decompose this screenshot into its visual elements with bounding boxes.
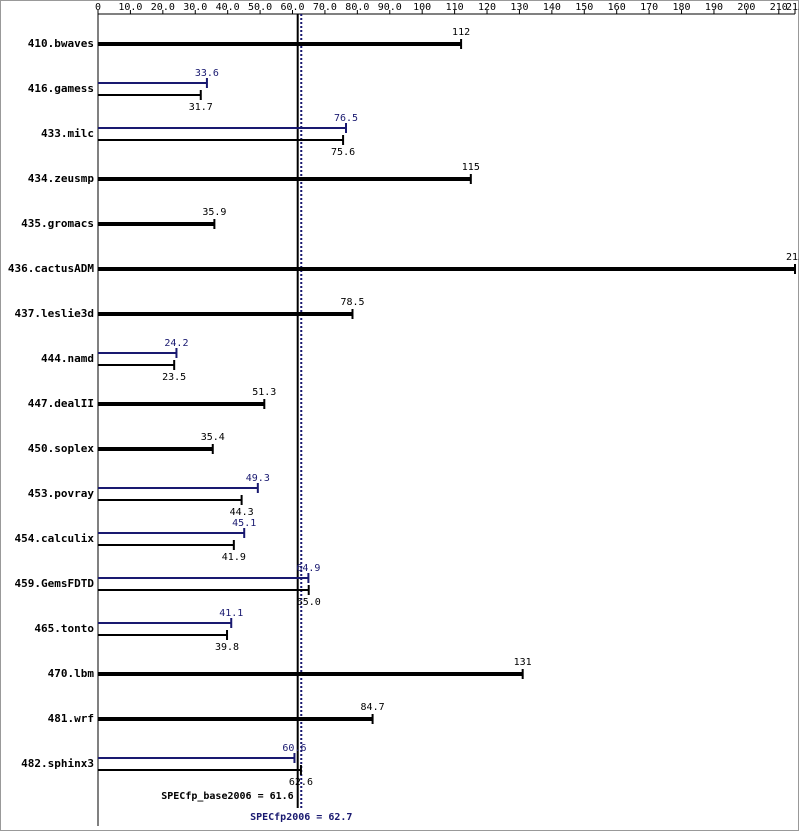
value-label: 44.3 bbox=[230, 507, 254, 518]
x-tick-label: 60.0 bbox=[280, 2, 304, 13]
category-label: 444.namd bbox=[41, 352, 94, 365]
value-label: 75.6 bbox=[331, 147, 355, 158]
x-tick-label: 90.0 bbox=[378, 2, 402, 13]
value-label: 39.8 bbox=[215, 642, 239, 653]
value-label: 64.9 bbox=[296, 563, 320, 574]
x-tick-label: 170 bbox=[640, 2, 658, 13]
category-label: 447.dealII bbox=[28, 397, 94, 410]
x-tick-label: 215 bbox=[786, 2, 799, 13]
x-tick-label: 130 bbox=[510, 2, 528, 13]
category-label: 435.gromacs bbox=[21, 217, 94, 230]
x-tick-label: 180 bbox=[673, 2, 691, 13]
category-label: 416.gamess bbox=[28, 82, 94, 95]
category-label: 434.zeusmp bbox=[28, 172, 95, 185]
value-label: 51.3 bbox=[252, 387, 276, 398]
x-tick-label: 70.0 bbox=[313, 2, 337, 13]
value-label: 24.2 bbox=[164, 338, 188, 349]
x-tick-label: 210 bbox=[770, 2, 788, 13]
x-tick-label: 200 bbox=[737, 2, 755, 13]
x-tick-label: 10.0 bbox=[118, 2, 142, 13]
category-label: 450.soplex bbox=[28, 442, 95, 455]
category-label: 436.cactusADM bbox=[8, 262, 94, 275]
value-label: 41.9 bbox=[222, 552, 246, 563]
reference-label: SPECfp_base2006 = 61.6 bbox=[161, 791, 293, 802]
category-label: 470.lbm bbox=[48, 667, 95, 680]
x-tick-label: 80.0 bbox=[345, 2, 369, 13]
value-label: 31.7 bbox=[189, 102, 213, 113]
x-tick-label: 40.0 bbox=[216, 2, 240, 13]
category-label: 437.leslie3d bbox=[15, 307, 94, 320]
value-label: 62.6 bbox=[289, 777, 313, 788]
value-label: 65.0 bbox=[297, 597, 321, 608]
x-tick-label: 0 bbox=[95, 2, 101, 13]
category-label: 433.milc bbox=[41, 127, 94, 140]
x-tick-label: 20.0 bbox=[151, 2, 175, 13]
value-label: 60.6 bbox=[282, 743, 306, 754]
category-label: 454.calculix bbox=[15, 532, 95, 545]
category-label: 481.wrf bbox=[48, 712, 94, 725]
x-tick-label: 190 bbox=[705, 2, 723, 13]
value-label: 49.3 bbox=[246, 473, 270, 484]
value-label: 115 bbox=[462, 162, 480, 173]
x-tick-label: 140 bbox=[543, 2, 561, 13]
value-label: 35.9 bbox=[202, 207, 226, 218]
value-label: 33.6 bbox=[195, 68, 219, 79]
value-label: 112 bbox=[452, 27, 470, 38]
value-label: 45.1 bbox=[232, 518, 256, 529]
value-label: 215 bbox=[786, 252, 799, 263]
x-tick-label: 120 bbox=[478, 2, 496, 13]
x-tick-label: 150 bbox=[575, 2, 593, 13]
value-label: 76.5 bbox=[334, 113, 358, 124]
value-label: 78.5 bbox=[340, 297, 364, 308]
value-label: 23.5 bbox=[162, 372, 186, 383]
reference-label: SPECfp2006 = 62.7 bbox=[250, 812, 352, 823]
category-label: 459.GemsFDTD bbox=[15, 577, 95, 590]
x-tick-label: 110 bbox=[446, 2, 464, 13]
x-tick-label: 30.0 bbox=[183, 2, 207, 13]
category-label: 465.tonto bbox=[34, 622, 94, 635]
x-tick-label: 50.0 bbox=[248, 2, 272, 13]
x-tick-label: 160 bbox=[608, 2, 626, 13]
category-label: 482.sphinx3 bbox=[21, 757, 94, 770]
category-label: 410.bwaves bbox=[28, 37, 94, 50]
value-label: 35.4 bbox=[201, 432, 225, 443]
value-label: 84.7 bbox=[361, 702, 385, 713]
category-label: 453.povray bbox=[28, 487, 95, 500]
value-label: 131 bbox=[514, 657, 532, 668]
x-tick-label: 100 bbox=[413, 2, 431, 13]
value-label: 41.1 bbox=[219, 608, 243, 619]
